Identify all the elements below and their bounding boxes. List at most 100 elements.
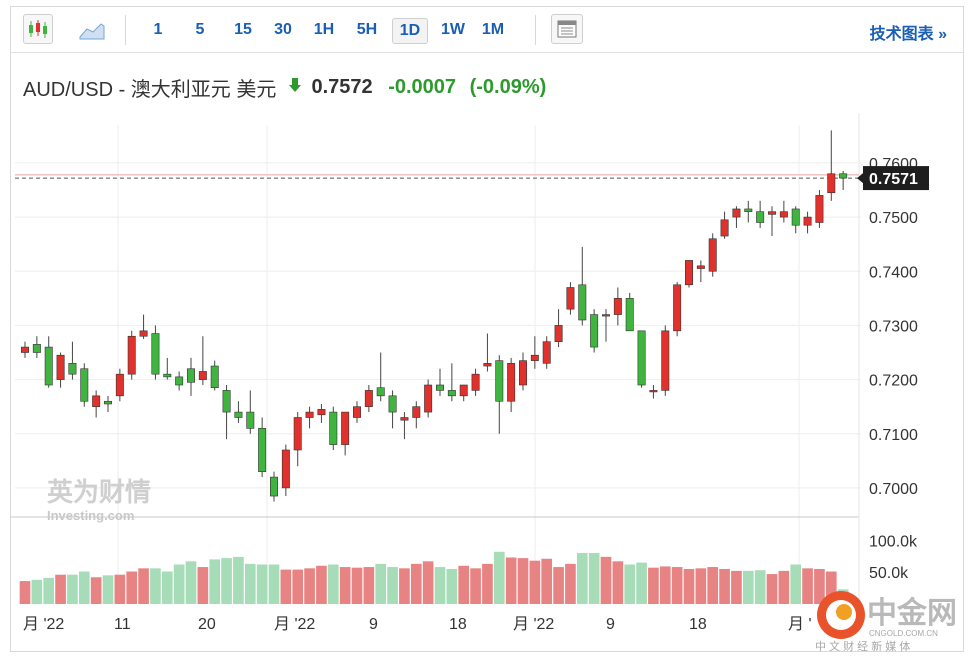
candle[interactable]	[696, 260, 705, 283]
candle[interactable]	[685, 260, 693, 288]
interval-30[interactable]: 30	[274, 21, 292, 38]
candle[interactable]	[353, 401, 361, 423]
candle[interactable]	[44, 336, 53, 388]
candle[interactable]	[68, 341, 77, 380]
candle-body	[827, 173, 836, 194]
volume-bar	[695, 568, 707, 604]
candle[interactable]	[388, 390, 397, 429]
candle[interactable]	[827, 130, 836, 201]
candle[interactable]	[507, 357, 516, 413]
candle[interactable]	[293, 412, 302, 467]
current-price-tag-pointer	[857, 173, 863, 184]
candle[interactable]	[175, 371, 184, 391]
price-tick-label: 0.7300	[869, 318, 918, 335]
candle[interactable]	[139, 314, 148, 339]
candle[interactable]	[495, 355, 504, 434]
interval-1d[interactable]: 1D	[392, 18, 428, 44]
candle[interactable]	[637, 330, 646, 388]
candle[interactable]	[815, 190, 824, 228]
candle[interactable]	[412, 401, 421, 429]
candle[interactable]	[768, 206, 776, 237]
candle[interactable]	[732, 206, 741, 228]
candle[interactable]	[364, 385, 373, 413]
interval-1m[interactable]: 1M	[481, 21, 505, 38]
candle[interactable]	[115, 368, 124, 402]
interval-1[interactable]: 1	[153, 21, 163, 38]
candlestick-chart-button[interactable]	[23, 14, 53, 44]
candle[interactable]	[270, 471, 278, 502]
candle[interactable]	[744, 200, 753, 223]
candle[interactable]	[803, 211, 812, 234]
candle[interactable]	[673, 282, 682, 337]
candle[interactable]	[210, 360, 219, 391]
candle[interactable]	[471, 368, 480, 396]
volume-bar	[268, 564, 280, 604]
volume-bar	[553, 567, 564, 604]
candle[interactable]	[519, 352, 527, 391]
candle[interactable]	[756, 200, 765, 228]
candle[interactable]	[613, 287, 622, 326]
candle[interactable]	[708, 233, 717, 277]
data-table-button[interactable]	[551, 14, 583, 44]
candle[interactable]	[554, 309, 563, 348]
candle[interactable]	[246, 390, 255, 434]
candle[interactable]	[578, 246, 587, 326]
candle[interactable]	[791, 206, 800, 234]
time-tick-label: 月 '	[788, 616, 812, 633]
candle[interactable]	[127, 330, 136, 380]
volume-bar	[399, 568, 410, 604]
candle[interactable]	[317, 403, 326, 423]
candle[interactable]	[151, 325, 160, 380]
candle[interactable]	[602, 309, 610, 342]
candle[interactable]	[661, 325, 670, 396]
candle[interactable]	[222, 385, 231, 440]
candle[interactable]	[625, 292, 634, 332]
candle[interactable]	[305, 406, 314, 429]
candle[interactable]	[234, 401, 243, 423]
interval-5[interactable]: 5	[195, 21, 205, 38]
candle[interactable]	[341, 411, 350, 456]
candle[interactable]	[447, 363, 456, 402]
technical-chart-link[interactable]: 技术图表 »	[869, 26, 947, 43]
interval-5h[interactable]: 5H	[356, 21, 378, 38]
candle-body	[234, 411, 243, 418]
candle[interactable]	[329, 406, 338, 450]
candle[interactable]	[376, 352, 385, 402]
area-chart-button[interactable]	[77, 17, 107, 48]
candle[interactable]	[92, 390, 101, 418]
price-tick-label: 0.7100	[869, 427, 918, 444]
candle[interactable]	[80, 363, 89, 407]
candle[interactable]	[436, 368, 444, 396]
candle[interactable]	[839, 171, 848, 190]
volume-bar	[458, 565, 470, 604]
candle[interactable]	[163, 357, 172, 380]
candle-body	[151, 333, 160, 375]
candle[interactable]	[424, 379, 433, 418]
candle-body	[685, 260, 693, 286]
volume-bar	[671, 567, 683, 604]
candle[interactable]	[21, 341, 29, 358]
candle[interactable]	[779, 200, 788, 223]
candle[interactable]	[187, 357, 195, 396]
candle[interactable]	[720, 211, 729, 239]
candle[interactable]	[459, 384, 468, 402]
candle[interactable]	[258, 417, 267, 478]
interval-1h[interactable]: 1H	[313, 21, 335, 38]
candle[interactable]	[530, 336, 539, 369]
candle[interactable]	[32, 336, 41, 358]
candle[interactable]	[483, 333, 492, 372]
candle[interactable]	[590, 309, 599, 353]
candle[interactable]	[56, 352, 65, 388]
volume-bar	[576, 553, 588, 604]
candle[interactable]	[400, 412, 409, 440]
candle[interactable]	[281, 444, 290, 497]
price-change: -0.0007	[388, 76, 457, 98]
interval-1w[interactable]: 1W	[441, 21, 465, 38]
candle[interactable]	[566, 282, 575, 315]
candle[interactable]	[649, 385, 658, 399]
candle[interactable]	[104, 395, 112, 413]
candle[interactable]	[542, 336, 551, 369]
interval-15[interactable]: 15	[234, 21, 252, 38]
candle[interactable]	[198, 336, 207, 385]
